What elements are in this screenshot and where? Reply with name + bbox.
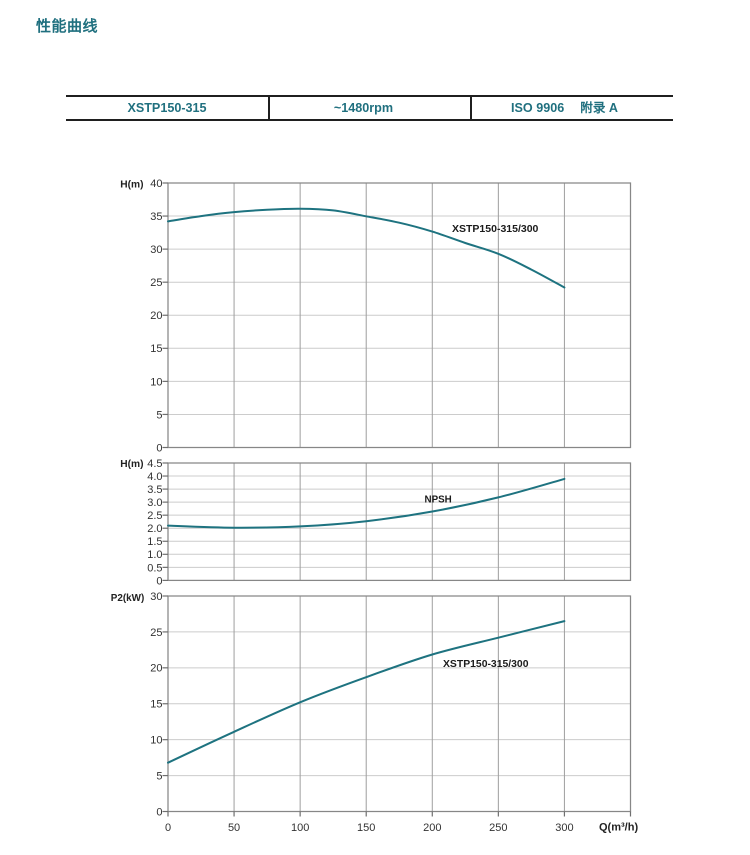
- svg-text:15: 15: [150, 699, 162, 711]
- svg-text:Q(m³/h): Q(m³/h): [599, 822, 638, 834]
- svg-text:1.0: 1.0: [147, 549, 162, 561]
- svg-text:1.5: 1.5: [147, 536, 162, 548]
- svg-text:P2(kW): P2(kW): [111, 593, 144, 604]
- svg-text:0: 0: [156, 575, 162, 587]
- svg-text:0.5: 0.5: [147, 562, 162, 574]
- svg-text:XSTP150-315/300: XSTP150-315/300: [452, 223, 539, 235]
- svg-text:10: 10: [150, 376, 162, 388]
- svg-text:5: 5: [156, 770, 162, 782]
- svg-text:25: 25: [150, 627, 162, 639]
- svg-text:XSTP150-315/300: XSTP150-315/300: [443, 659, 529, 670]
- svg-text:4.5: 4.5: [147, 458, 162, 470]
- svg-text:100: 100: [291, 822, 309, 834]
- svg-text:20: 20: [150, 310, 162, 322]
- svg-text:20: 20: [150, 663, 162, 675]
- svg-text:200: 200: [423, 822, 441, 834]
- svg-text:3.5: 3.5: [147, 484, 162, 496]
- svg-text:4.0: 4.0: [147, 471, 162, 483]
- svg-text:H(m): H(m): [120, 179, 143, 190]
- svg-text:0: 0: [156, 442, 162, 454]
- svg-text:0: 0: [165, 822, 171, 834]
- svg-text:40: 40: [150, 178, 162, 190]
- svg-text:25: 25: [150, 277, 162, 289]
- svg-text:30: 30: [150, 591, 162, 603]
- svg-text:300: 300: [555, 822, 573, 834]
- svg-text:H(m): H(m): [120, 459, 143, 470]
- svg-text:250: 250: [489, 822, 507, 834]
- svg-text:NPSH: NPSH: [425, 495, 452, 506]
- svg-text:0: 0: [156, 806, 162, 818]
- svg-text:2.5: 2.5: [147, 510, 162, 522]
- svg-text:50: 50: [228, 822, 240, 834]
- svg-text:35: 35: [150, 211, 162, 223]
- svg-text:30: 30: [150, 244, 162, 256]
- svg-text:2.0: 2.0: [147, 523, 162, 535]
- svg-text:150: 150: [357, 822, 375, 834]
- svg-text:5: 5: [156, 409, 162, 421]
- svg-text:15: 15: [150, 343, 162, 355]
- svg-text:3.0: 3.0: [147, 497, 162, 509]
- svg-text:10: 10: [150, 735, 162, 747]
